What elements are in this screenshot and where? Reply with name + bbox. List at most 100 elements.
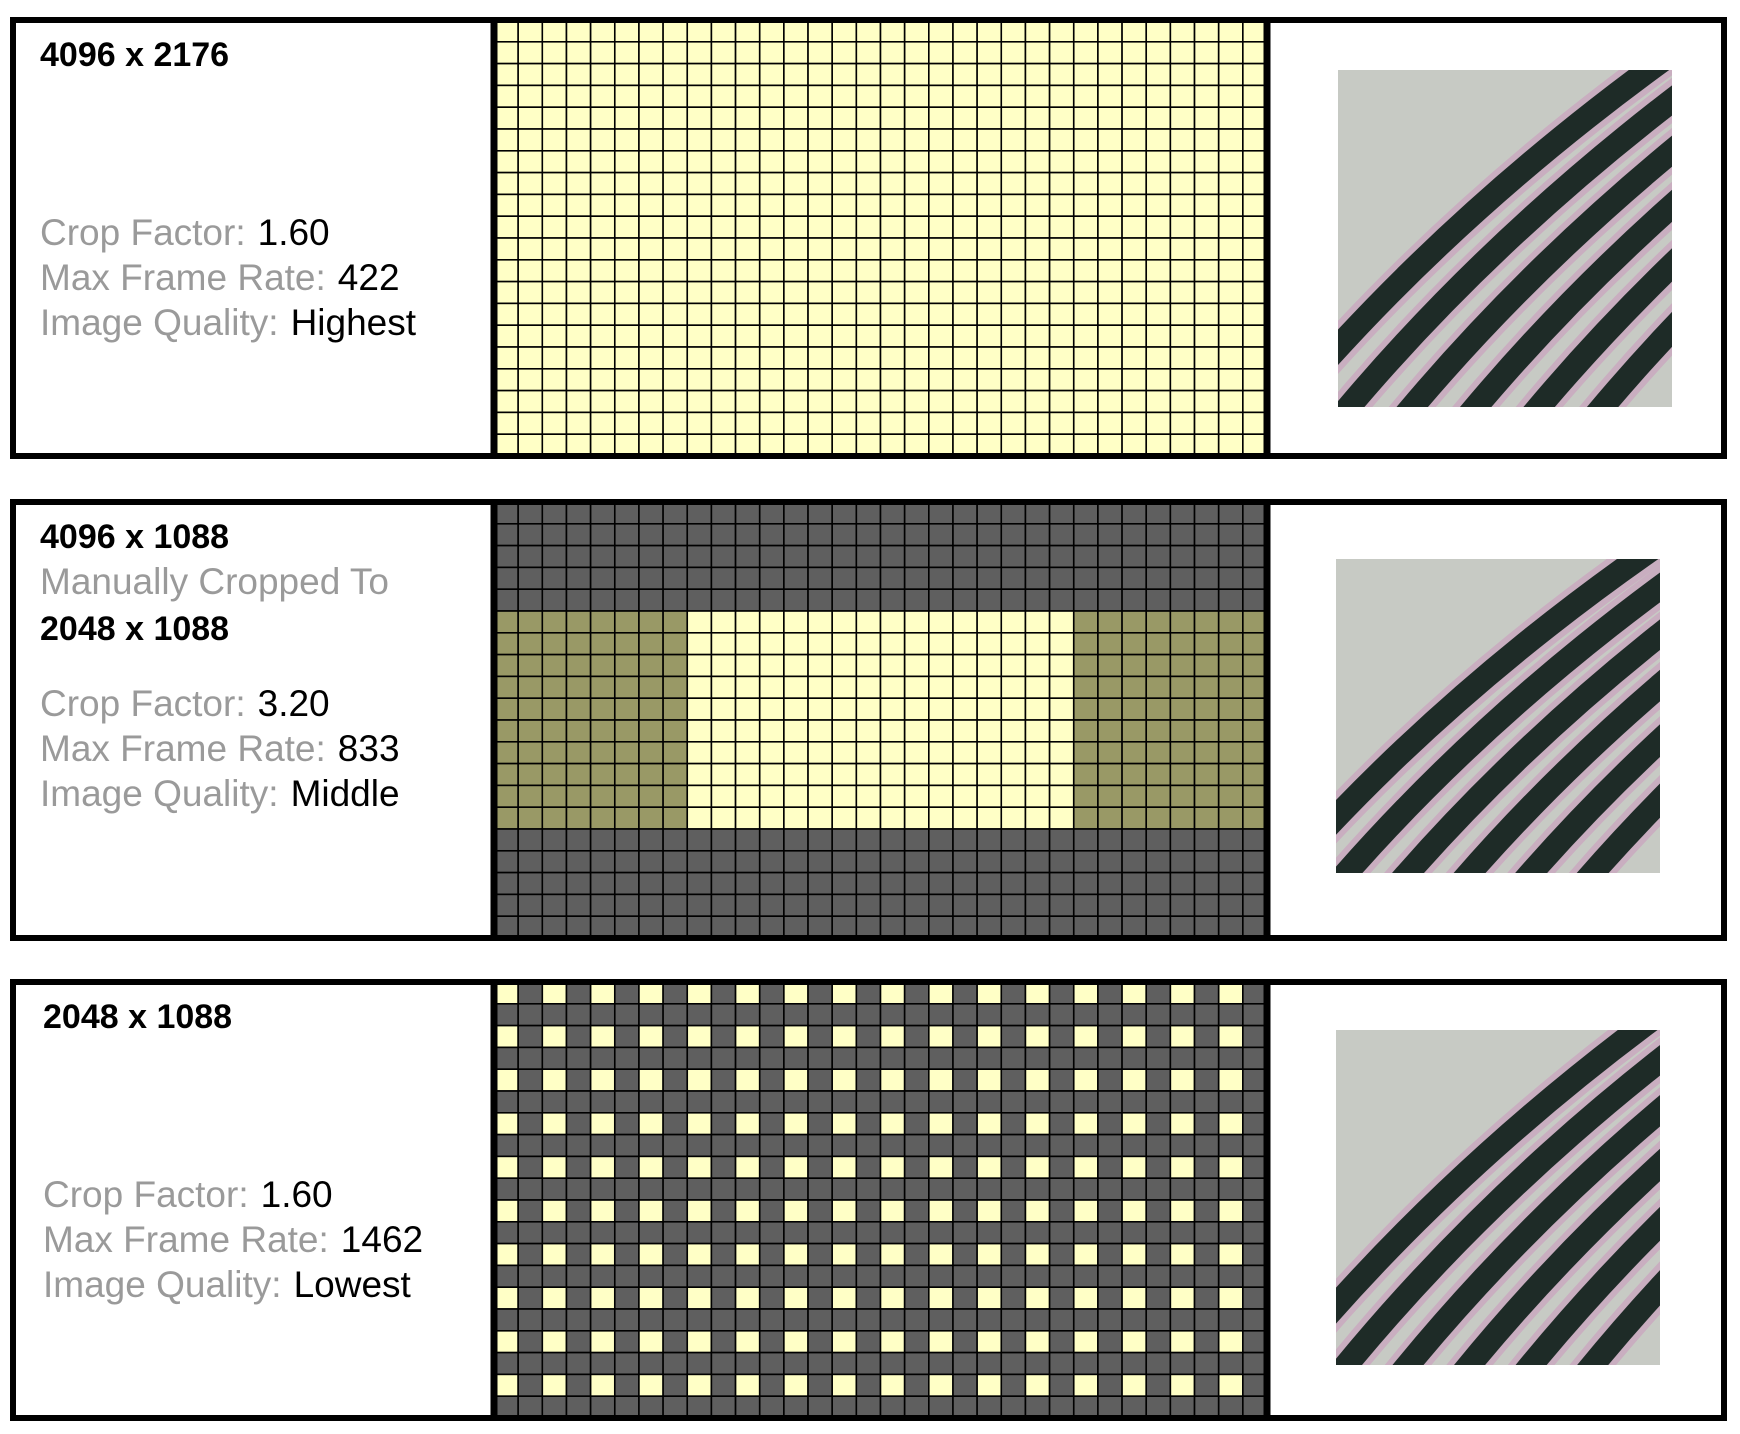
cell xyxy=(1048,740,1075,765)
cell xyxy=(1193,258,1220,283)
cell xyxy=(734,871,761,896)
cell xyxy=(517,1330,544,1354)
cell xyxy=(1000,433,1027,457)
cell xyxy=(517,128,544,152)
cell xyxy=(976,433,1003,457)
cell xyxy=(855,1155,882,1180)
cell xyxy=(903,828,930,852)
cell xyxy=(1193,171,1220,196)
cell xyxy=(541,1308,568,1332)
cell xyxy=(1242,62,1268,87)
cell xyxy=(928,1068,954,1092)
cell xyxy=(1000,784,1027,809)
cell xyxy=(976,806,1003,830)
cell xyxy=(493,1373,519,1398)
cell xyxy=(903,150,930,174)
cell xyxy=(662,324,689,348)
cell xyxy=(1193,653,1220,678)
sample-image xyxy=(1338,70,1672,407)
cell xyxy=(662,237,689,261)
cell xyxy=(952,1351,978,1376)
cell xyxy=(1145,346,1172,370)
cell xyxy=(903,302,930,326)
cell xyxy=(1048,981,1075,1005)
cell xyxy=(541,193,568,217)
cell xyxy=(1169,697,1196,721)
cell xyxy=(686,871,713,896)
cell xyxy=(1024,653,1051,678)
cell xyxy=(831,610,858,634)
cell xyxy=(1242,697,1268,721)
cell xyxy=(1217,522,1244,547)
cell xyxy=(662,806,689,830)
cell xyxy=(638,40,664,65)
cell xyxy=(758,588,785,612)
cell xyxy=(928,719,954,743)
stripe xyxy=(1515,1206,1660,1365)
cell xyxy=(589,1330,616,1354)
cell xyxy=(493,1177,519,1201)
cell xyxy=(928,1046,954,1071)
cell xyxy=(613,1024,640,1049)
cell xyxy=(686,697,713,721)
spec-value: 3.20 xyxy=(258,683,330,724)
cell xyxy=(952,1133,978,1158)
cell xyxy=(613,1221,640,1245)
cell xyxy=(855,1090,882,1114)
cell xyxy=(686,324,713,348)
cell xyxy=(831,40,858,65)
cell xyxy=(1145,981,1172,1005)
cell xyxy=(517,389,544,414)
cell xyxy=(783,215,809,239)
cell xyxy=(686,1308,713,1332)
cell xyxy=(1097,389,1123,414)
cell xyxy=(517,258,544,283)
cell xyxy=(976,1221,1003,1245)
cell xyxy=(903,784,930,809)
cell xyxy=(734,1264,761,1289)
cell xyxy=(662,367,689,392)
cell xyxy=(565,762,592,787)
cell xyxy=(1242,719,1268,743)
cell xyxy=(493,1395,519,1419)
cell xyxy=(589,237,616,261)
cell xyxy=(710,1286,737,1310)
cell xyxy=(686,19,713,43)
cell xyxy=(734,544,761,569)
cell xyxy=(1169,1286,1196,1310)
cell xyxy=(517,849,544,874)
cell xyxy=(928,411,954,435)
cell xyxy=(589,588,616,612)
cell xyxy=(517,1024,544,1049)
cell xyxy=(1217,1242,1244,1267)
stripe xyxy=(1460,189,1672,407)
cell xyxy=(1242,762,1268,787)
cell xyxy=(1217,1199,1244,1223)
cell xyxy=(734,1090,761,1114)
cell xyxy=(734,588,761,612)
cell xyxy=(952,1199,978,1223)
cell xyxy=(831,280,858,305)
cell xyxy=(976,762,1003,787)
cell xyxy=(879,740,906,765)
cell xyxy=(710,1112,737,1136)
cell xyxy=(710,544,737,569)
cell xyxy=(493,1242,519,1267)
cell xyxy=(710,675,737,700)
cell xyxy=(952,1221,978,1245)
cell xyxy=(783,106,809,130)
cell xyxy=(1169,433,1196,457)
cell xyxy=(613,653,640,678)
cell xyxy=(493,1133,519,1158)
cell xyxy=(1242,653,1268,678)
cell xyxy=(493,653,519,678)
cell xyxy=(1048,849,1075,874)
cell xyxy=(1217,1308,1244,1332)
cell xyxy=(589,84,616,109)
cell xyxy=(1242,544,1268,569)
cell xyxy=(662,1308,689,1332)
cell xyxy=(1072,1199,1099,1223)
cell xyxy=(734,1155,761,1180)
cell xyxy=(783,588,809,612)
cell xyxy=(613,433,640,457)
